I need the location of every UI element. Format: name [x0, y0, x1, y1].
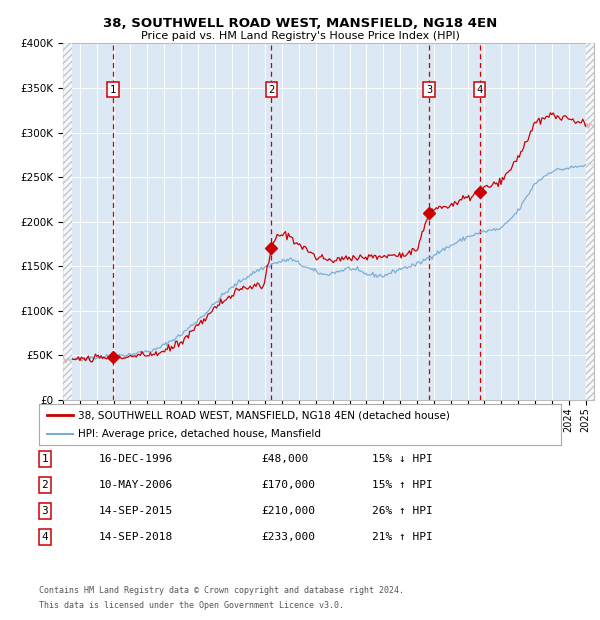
Text: 38, SOUTHWELL ROAD WEST, MANSFIELD, NG18 4EN (detached house): 38, SOUTHWELL ROAD WEST, MANSFIELD, NG18… — [78, 410, 450, 420]
Text: 4: 4 — [476, 85, 482, 95]
Bar — [586, 43, 594, 400]
Text: 21% ↑ HPI: 21% ↑ HPI — [372, 532, 433, 542]
Text: 2: 2 — [268, 85, 274, 95]
Text: 4: 4 — [41, 532, 49, 542]
Bar — [63, 43, 72, 400]
Text: 2: 2 — [41, 480, 49, 490]
Text: 15% ↓ HPI: 15% ↓ HPI — [372, 454, 433, 464]
Text: Price paid vs. HM Land Registry's House Price Index (HPI): Price paid vs. HM Land Registry's House … — [140, 31, 460, 41]
Text: 15% ↑ HPI: 15% ↑ HPI — [372, 480, 433, 490]
Text: 16-DEC-1996: 16-DEC-1996 — [99, 454, 173, 464]
Text: This data is licensed under the Open Government Licence v3.0.: This data is licensed under the Open Gov… — [39, 601, 344, 611]
Text: £210,000: £210,000 — [261, 506, 315, 516]
Text: 1: 1 — [110, 85, 116, 95]
Text: 10-MAY-2006: 10-MAY-2006 — [99, 480, 173, 490]
Text: £170,000: £170,000 — [261, 480, 315, 490]
Text: 26% ↑ HPI: 26% ↑ HPI — [372, 506, 433, 516]
Text: HPI: Average price, detached house, Mansfield: HPI: Average price, detached house, Mans… — [78, 429, 321, 440]
Text: £48,000: £48,000 — [261, 454, 308, 464]
Text: £233,000: £233,000 — [261, 532, 315, 542]
Text: 3: 3 — [41, 506, 49, 516]
Text: Contains HM Land Registry data © Crown copyright and database right 2024.: Contains HM Land Registry data © Crown c… — [39, 586, 404, 595]
Text: 1: 1 — [41, 454, 49, 464]
Text: 14-SEP-2015: 14-SEP-2015 — [99, 506, 173, 516]
Text: 14-SEP-2018: 14-SEP-2018 — [99, 532, 173, 542]
Text: 3: 3 — [426, 85, 432, 95]
Text: 38, SOUTHWELL ROAD WEST, MANSFIELD, NG18 4EN: 38, SOUTHWELL ROAD WEST, MANSFIELD, NG18… — [103, 17, 497, 30]
